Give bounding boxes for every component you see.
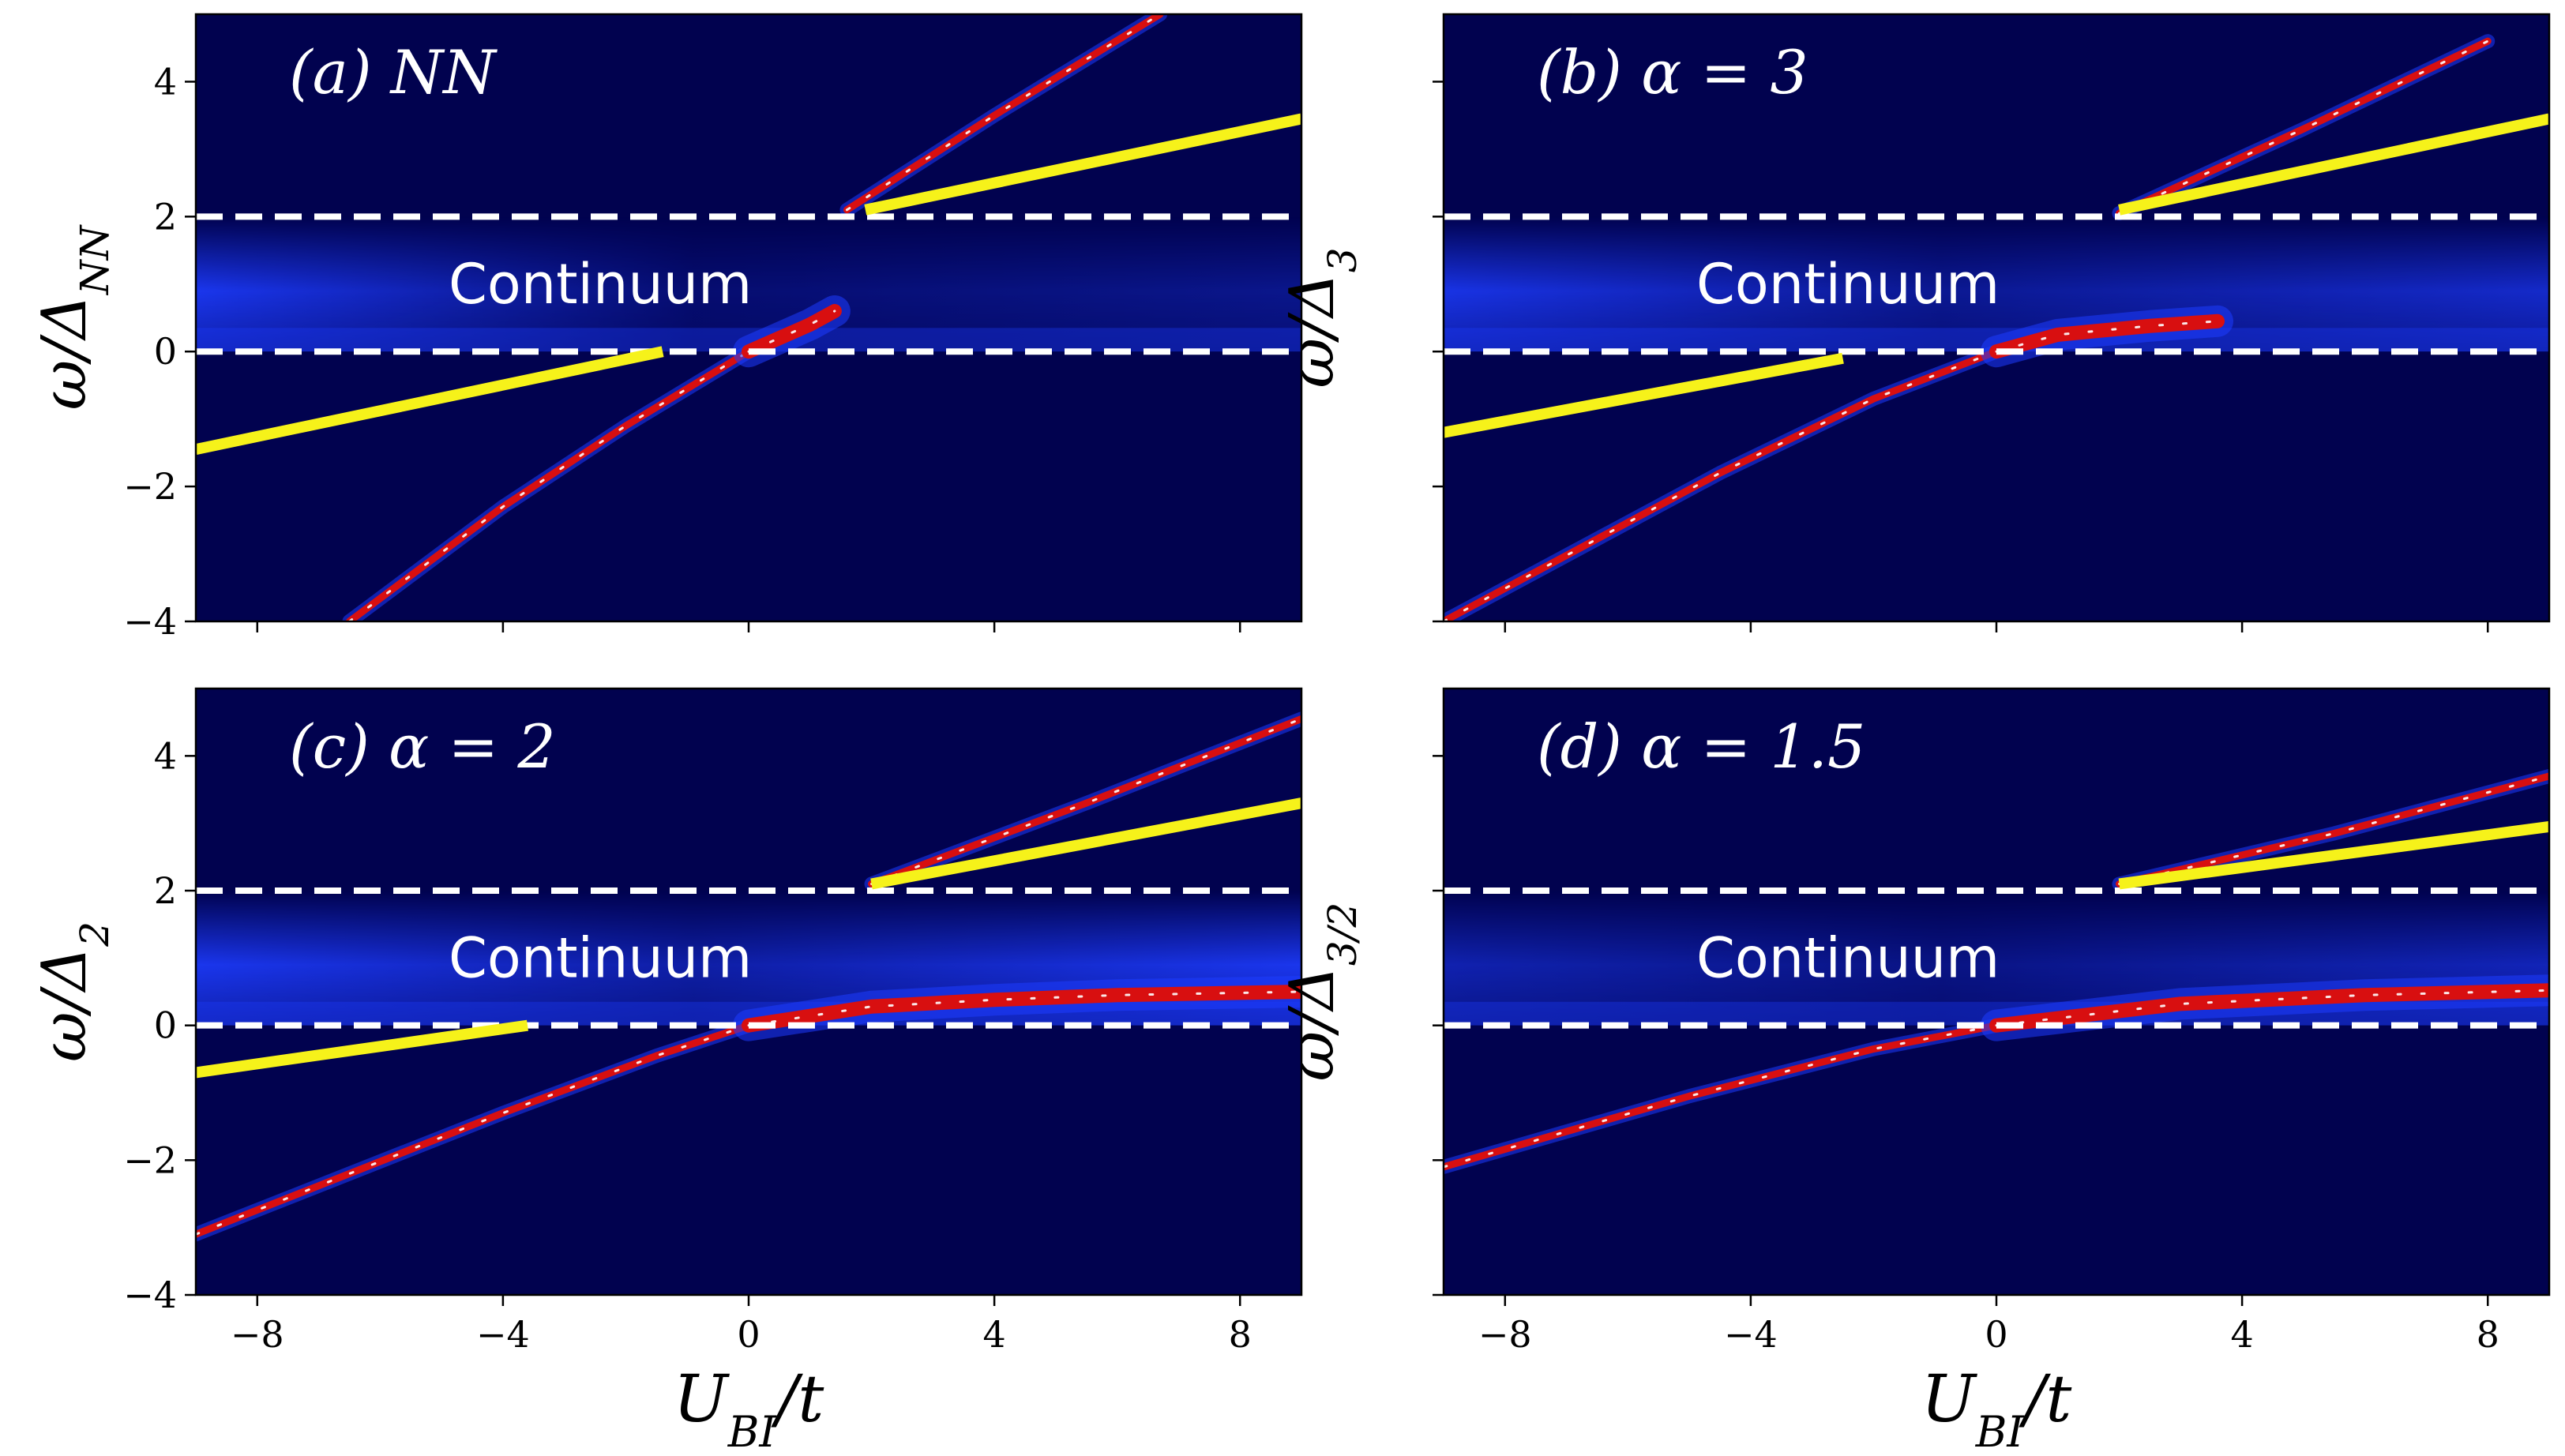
y-tick-label: 0 xyxy=(154,1004,177,1047)
branches xyxy=(1444,768,2549,1174)
continuum-band xyxy=(1444,216,2549,352)
y-tick-label: 4 xyxy=(154,734,177,777)
panel-b: (b) α = 3 Continuum ω/Δ3 xyxy=(1277,13,2551,632)
x-tick-label: 8 xyxy=(2477,1313,2499,1356)
branch-0 xyxy=(1444,1022,2000,1171)
panel-label: (d) α = 1.5 xyxy=(1537,711,1865,782)
branches xyxy=(1444,34,2496,621)
x-tick-label: 0 xyxy=(737,1313,760,1356)
y-axis-label: ω/Δ3/2 xyxy=(1277,902,1365,1082)
y-tick-label: 2 xyxy=(154,195,177,238)
yellow-line-1 xyxy=(864,113,1301,216)
y-tick-label: 4 xyxy=(154,60,177,103)
continuum-label: Continuum xyxy=(449,252,752,317)
y-tick-label: 0 xyxy=(154,330,177,373)
yellow-line-1 xyxy=(870,797,1301,890)
y-tick-label: −2 xyxy=(123,465,177,508)
branches xyxy=(342,14,1168,621)
yellow-line-0 xyxy=(1444,352,1844,438)
panel-label: (a) NN xyxy=(289,37,498,107)
y-tick-label: −4 xyxy=(123,1274,177,1316)
x-axis-label: UBI/t xyxy=(1921,1362,2073,1456)
panels-layer: 4 2 0 −2 −4 (a) NN Continuum ω/ΔNN (b) α = 3 Cont… xyxy=(29,13,2551,1456)
branch-sparkle-0 xyxy=(347,350,750,621)
y-tick-label: 2 xyxy=(154,869,177,912)
panel-a: 4 2 0 −2 −4 (a) NN Continuum ω/ΔNN xyxy=(29,13,1303,643)
branch-sparkle-2 xyxy=(2118,775,2549,885)
y-axis-label: ω/Δ3 xyxy=(1277,247,1365,388)
yellow-line-0 xyxy=(2118,820,2549,890)
x-tick-label: 8 xyxy=(1229,1313,1252,1356)
continuum-label: Continuum xyxy=(449,925,752,990)
x-tick-label: 0 xyxy=(1985,1313,2007,1356)
branch-1 xyxy=(742,985,1301,1033)
y-axis-label: ω/Δ2 xyxy=(29,921,118,1062)
panel-label: (b) α = 3 xyxy=(1537,37,1808,107)
x-axis-label: UBI/t xyxy=(674,1362,825,1456)
yellow-line-0 xyxy=(196,1019,528,1079)
x-tick-label: 4 xyxy=(982,1313,1005,1356)
x-tick-label: −8 xyxy=(231,1313,284,1356)
x-tick-label: −4 xyxy=(476,1313,530,1356)
continuum-label: Continuum xyxy=(1696,925,2000,990)
branch-1 xyxy=(1989,983,2549,1033)
y-tick-label: −4 xyxy=(123,600,177,643)
branch-sparkle-1 xyxy=(747,310,836,353)
y-tick-label: −2 xyxy=(123,1139,177,1181)
panel-c: −8 −4 0 4 8 4 2 0 −2 −4 (c) α = 2 Continuum ω/Δ2 UBI/… xyxy=(29,687,1303,1456)
yellow-line-0 xyxy=(196,346,664,455)
x-tick-label: 4 xyxy=(2230,1313,2253,1356)
continuum-band xyxy=(196,216,1301,352)
branch-2 xyxy=(868,715,1301,887)
branch-2 xyxy=(843,14,1164,214)
branch-sparkle-0 xyxy=(196,1024,750,1236)
y-axis-label: ω/ΔNN xyxy=(29,223,118,410)
branch-sparkle-1 xyxy=(1995,320,2219,353)
x-tick-label: −4 xyxy=(1724,1313,1778,1356)
continuum-label: Continuum xyxy=(1696,252,2000,317)
yellow-line-1 xyxy=(2118,113,2549,216)
x-tick-label: −8 xyxy=(1478,1313,1532,1356)
branch-0 xyxy=(1444,347,2000,621)
panel-d: −8 −4 0 4 8 (d) α = 1.5 Continuum ω/Δ3/2 UBI/t xyxy=(1277,687,2551,1456)
branches xyxy=(196,711,1301,1242)
panel-label: (c) α = 2 xyxy=(289,711,556,782)
branch-2 xyxy=(2116,37,2492,217)
